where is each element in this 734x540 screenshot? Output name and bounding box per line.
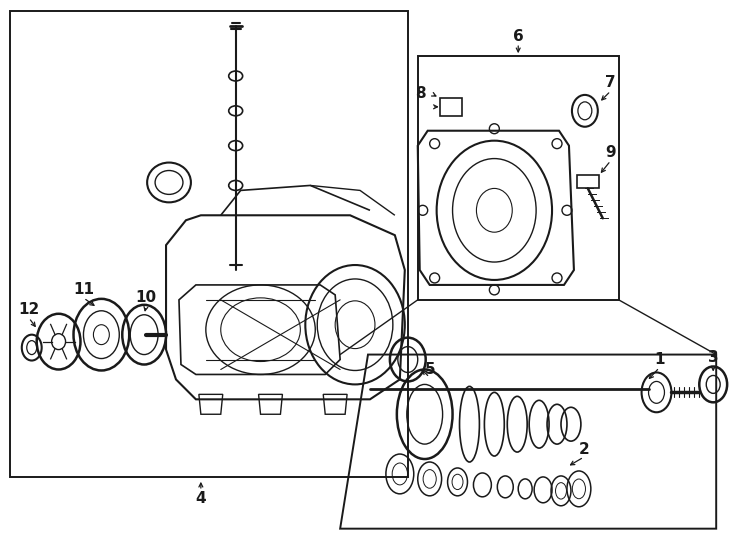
Text: 2: 2 [578, 442, 589, 457]
Text: 7: 7 [606, 76, 616, 91]
Text: 10: 10 [136, 291, 156, 305]
Bar [418, 56, 619, 300]
Text: 1: 1 [654, 352, 665, 367]
Text: 11: 11 [73, 282, 94, 298]
Text: 6: 6 [513, 29, 523, 44]
Text: 4: 4 [195, 491, 206, 507]
Text: 12: 12 [18, 302, 40, 318]
Bar [440, 98, 462, 116]
Text: 3: 3 [708, 350, 719, 365]
Text: 8: 8 [415, 86, 426, 102]
Bar [10, 11, 408, 477]
Text: 9: 9 [606, 145, 616, 160]
Text: 5: 5 [424, 362, 435, 377]
